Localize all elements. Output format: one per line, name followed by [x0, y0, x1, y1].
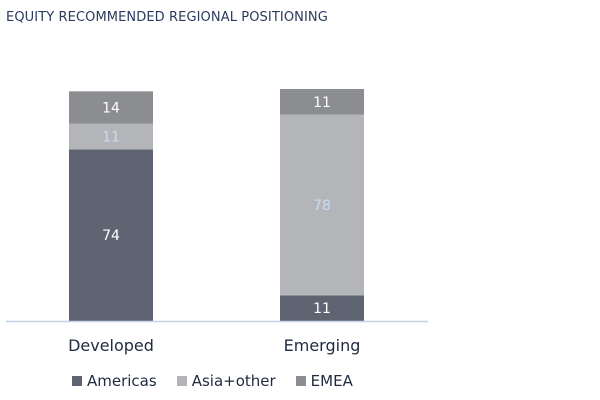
- legend: Americas Asia+other EMEA: [72, 372, 353, 390]
- legend-swatch-emea: [295, 376, 306, 386]
- legend-swatch-americas: [72, 376, 82, 386]
- legend-label-emea: EMEA: [310, 372, 353, 390]
- x-tick-label-emerging: Emerging: [284, 336, 361, 355]
- data-label-asia-other-emerging: 78: [313, 198, 331, 214]
- data-label-americas-emerging: 11: [313, 301, 331, 317]
- bar-segment-americas-emerging: [280, 295, 364, 321]
- legend-label-asia-other: Asia+other: [191, 372, 276, 390]
- legend-label-americas: Americas: [87, 372, 157, 390]
- chart-title: EQUITY RECOMMENDED REGIONAL POSITIONING: [6, 10, 328, 25]
- data-label-emea-developed: 14: [102, 101, 120, 117]
- bar-segment-americas-developed: [69, 149, 153, 321]
- data-label-asia-other-developed: 11: [102, 130, 120, 146]
- bar-segment-asia-other-emerging: [280, 114, 364, 296]
- bar-segment-asia-other-developed: [69, 123, 153, 150]
- data-label-emea-emerging: 11: [313, 95, 331, 111]
- x-tick-label-developed: Developed: [68, 336, 154, 355]
- data-label-americas-developed: 74: [102, 228, 120, 244]
- legend-swatch-asia-other: [176, 376, 187, 386]
- bar-segment-emea-emerging: [280, 89, 364, 115]
- legend-item-americas: Americas: [72, 372, 157, 390]
- legend-item-emea: EMEA: [295, 372, 353, 390]
- bar-segment-emea-developed: [69, 91, 153, 124]
- legend-item-asia-other: Asia+other: [176, 372, 276, 390]
